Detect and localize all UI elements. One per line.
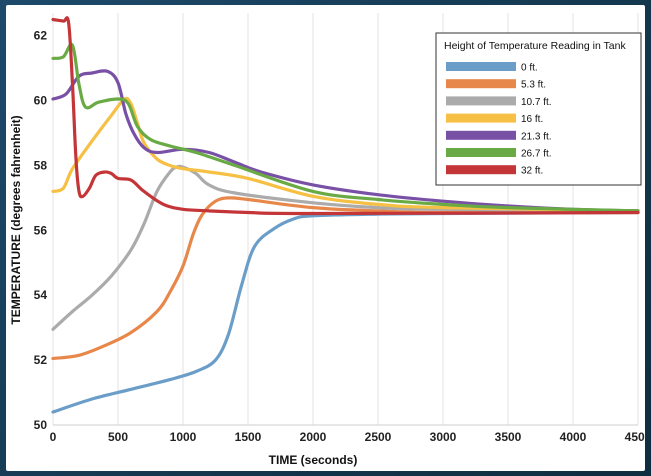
legend-swatch — [446, 148, 516, 157]
line-chart: 0 500 1000 1500 2000 2500 3000 3500 4000 4500 50 52… — [9, 13, 651, 467]
legend-title: Height of Temperature Reading in Tank — [444, 40, 626, 52]
y-tick-label: 58 — [34, 158, 48, 172]
series-line-3 — [51, 96, 640, 213]
y-axis-title: TEMPERATURE (degrees fahrenheit) — [9, 115, 23, 324]
legend-swatch — [446, 79, 516, 89]
series-line-5 — [51, 42, 640, 213]
series-line-4 — [51, 69, 640, 213]
x-tick-label: 2500 — [365, 430, 392, 444]
chart-frame: 0 500 1000 1500 2000 2500 3000 3500 4000 4500 50 52… — [6, 5, 651, 471]
legend-label: 0 ft. — [521, 63, 538, 74]
y-tick-label: 50 — [34, 418, 48, 432]
legend-items: 0 ft. 5.3 ft. 10.7 ft. 16 ft. 21.3 ft. 26.7 f… — [446, 62, 552, 177]
series-line-6 — [51, 16, 640, 216]
x-tick-label: 0 — [50, 430, 57, 444]
y-tick-label: 56 — [34, 223, 48, 237]
x-tick-label: 3500 — [495, 430, 522, 444]
x-tick-label: 1500 — [235, 430, 262, 444]
axes: 0 500 1000 1500 2000 2500 3000 3500 4000 4500 50 52… — [34, 29, 651, 444]
x-tick-label: 1000 — [170, 430, 197, 444]
legend-box — [435, 32, 642, 186]
x-tick-label: 4500 — [625, 430, 645, 444]
series-line-1 — [51, 196, 640, 361]
legend-swatch — [446, 62, 516, 71]
legend-swatch — [446, 165, 516, 175]
series-line-0 — [51, 210, 640, 414]
x-tick-label: 500 — [108, 430, 128, 444]
y-tick-label: 62 — [34, 29, 48, 43]
legend-swatch — [446, 130, 516, 140]
x-axis-title: TIME (seconds) — [269, 453, 358, 467]
legend-label: 16 ft. — [521, 114, 543, 125]
x-tick-label: 2000 — [300, 430, 327, 444]
legend-label: 26.7 ft. — [521, 149, 552, 160]
legend-label: 5.3 ft. — [521, 80, 546, 91]
y-tick-label: 52 — [34, 353, 48, 367]
legend-label: 32 ft. — [521, 166, 543, 177]
x-tick-label: 3000 — [430, 430, 457, 444]
y-tick-label: 60 — [34, 94, 48, 108]
y-tick-label: 54 — [34, 288, 48, 302]
legend-label: 10.7 ft. — [521, 97, 552, 108]
legend: Height of Temperature Reading in Tank 0 … — [435, 32, 642, 186]
legend-label: 21.3 ft. — [521, 131, 552, 142]
legend-swatch — [446, 113, 516, 123]
legend-swatch — [446, 96, 516, 106]
x-tick-label: 4000 — [560, 430, 587, 444]
series-lines — [51, 16, 640, 414]
